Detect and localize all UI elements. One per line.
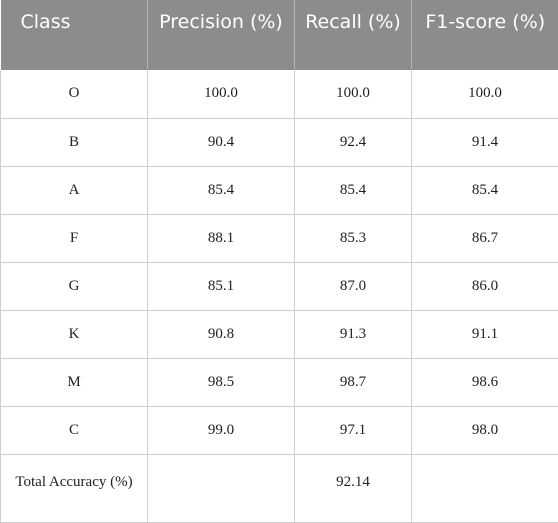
- table-header: Class Precision (%) Recall (%) F1-score …: [1, 0, 558, 70]
- header-recall-label: Recall (%): [303, 0, 403, 34]
- cell-f1-score: 98.0: [412, 406, 558, 454]
- cell-precision: 90.8: [148, 310, 295, 358]
- cell-precision: 99.0: [148, 406, 295, 454]
- cell-recall: 87.0: [295, 262, 412, 310]
- cell-precision: 85.4: [148, 166, 295, 214]
- cell-precision: 85.1: [148, 262, 295, 310]
- header-precision: Precision (%): [148, 0, 295, 70]
- cell-precision: 90.4: [148, 118, 295, 166]
- cell-recall: 98.7: [295, 358, 412, 406]
- table-row: F 88.1 85.3 86.7: [1, 214, 558, 262]
- cell-recall: 92.4: [295, 118, 412, 166]
- cell-f1-score: 86.7: [412, 214, 558, 262]
- table-row: M 98.5 98.7 98.6: [1, 358, 558, 406]
- cell-f1-score: 100.0: [412, 70, 558, 118]
- cell-recall: 91.3: [295, 310, 412, 358]
- cell-f1-score: 91.1: [412, 310, 558, 358]
- cell-recall: 97.1: [295, 406, 412, 454]
- cell-class: O: [1, 70, 148, 118]
- cell-class: F: [1, 214, 148, 262]
- cell-class: M: [1, 358, 148, 406]
- cell-f1-score: 91.4: [412, 118, 558, 166]
- cell-class: B: [1, 118, 148, 166]
- cell-class: K: [1, 310, 148, 358]
- cell-precision: 98.5: [148, 358, 295, 406]
- total-accuracy-row: Total Accuracy (%) 92.14: [1, 454, 558, 522]
- total-f1-score: [412, 454, 558, 522]
- header-recall: Recall (%): [295, 0, 412, 70]
- table-row: G 85.1 87.0 86.0: [1, 262, 558, 310]
- total-precision: [148, 454, 295, 522]
- table-body: O 100.0 100.0 100.0 B 90.4 92.4 91.4 A 8…: [1, 70, 558, 522]
- table-row: A 85.4 85.4 85.4: [1, 166, 558, 214]
- table-row: K 90.8 91.3 91.1: [1, 310, 558, 358]
- header-precision-label: Precision (%): [156, 0, 286, 34]
- cell-f1-score: 85.4: [412, 166, 558, 214]
- header-class: Class: [1, 0, 148, 70]
- header-f1-score-label: F1-score (%): [420, 0, 551, 34]
- table-row: O 100.0 100.0 100.0: [1, 70, 558, 118]
- table-row: C 99.0 97.1 98.0: [1, 406, 558, 454]
- cell-precision: 100.0: [148, 70, 295, 118]
- header-class-label: Class: [21, 0, 140, 34]
- total-recall: 92.14: [295, 454, 412, 522]
- total-accuracy-label: Total Accuracy (%): [1, 454, 148, 522]
- cell-class: G: [1, 262, 148, 310]
- cell-precision: 88.1: [148, 214, 295, 262]
- header-row: Class Precision (%) Recall (%) F1-score …: [1, 0, 558, 70]
- cell-recall: 85.3: [295, 214, 412, 262]
- cell-f1-score: 98.6: [412, 358, 558, 406]
- cell-class: A: [1, 166, 148, 214]
- cell-class: C: [1, 406, 148, 454]
- table-row: B 90.4 92.4 91.4: [1, 118, 558, 166]
- header-f1-score: F1-score (%): [412, 0, 558, 70]
- cell-recall: 85.4: [295, 166, 412, 214]
- cell-recall: 100.0: [295, 70, 412, 118]
- cell-f1-score: 86.0: [412, 262, 558, 310]
